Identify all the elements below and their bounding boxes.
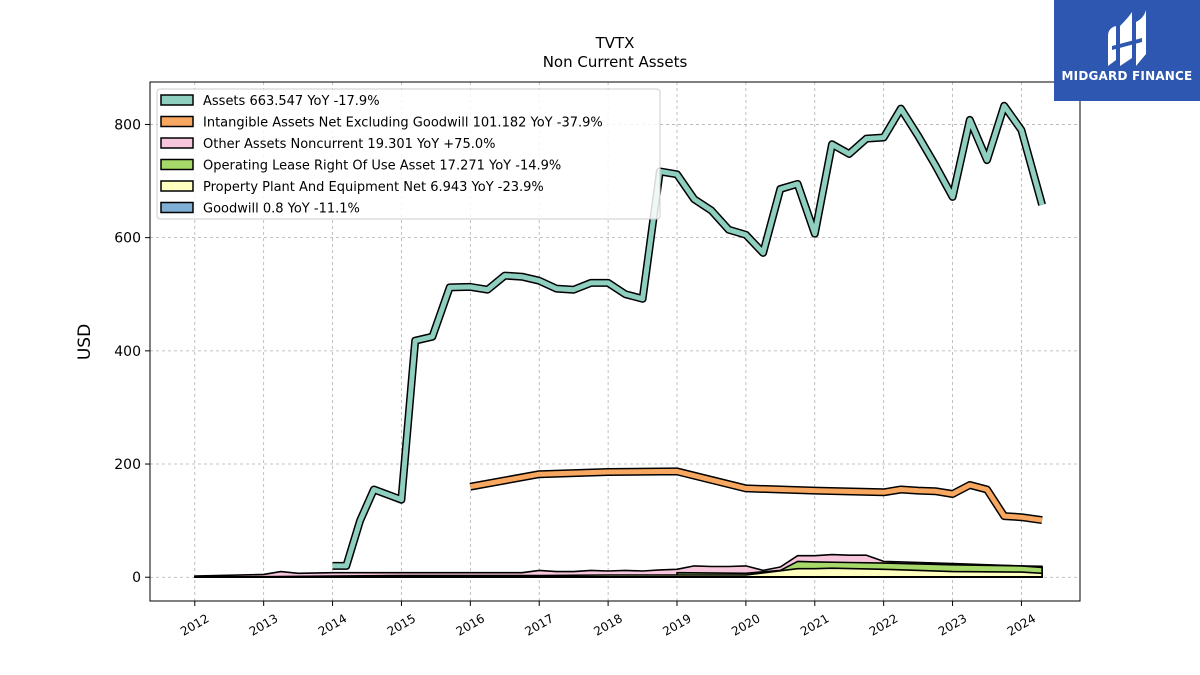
legend-box xyxy=(156,88,661,220)
x-tick-label: 2012 xyxy=(178,611,211,638)
y-axis-label: USD xyxy=(75,324,95,360)
series-assets-line xyxy=(332,103,1045,569)
chart-title: TVTX xyxy=(595,34,635,52)
x-tick-label: 2021 xyxy=(798,611,831,638)
x-tick-label: 2019 xyxy=(660,611,693,638)
legend-swatch xyxy=(160,115,194,128)
x-axis: 2012 2013 2014 2015 2016 2017 2018 2019 2020 2021… xyxy=(178,601,1038,639)
legend-label: Intangible Assets Net Excluding Goodwill… xyxy=(203,116,603,131)
x-tick-label: 2013 xyxy=(247,611,280,638)
legend-swatch xyxy=(160,158,194,171)
legend-swatch xyxy=(160,137,194,149)
brand-name: MIDGARD FINANCE xyxy=(1061,69,1193,83)
series-intangible-assets-net-excluding-goodwill-line xyxy=(469,468,1043,523)
plot-area xyxy=(194,101,1046,578)
x-tick-label: 2024 xyxy=(1005,611,1038,638)
x-tick-label: 2014 xyxy=(316,611,349,638)
brand-logo: MIDGARD FINANCE xyxy=(1054,0,1200,101)
brand-mark-icon xyxy=(1108,10,1146,66)
legend-swatch xyxy=(160,94,194,106)
legend-label: Goodwill 0.8 YoY -11.1% xyxy=(203,202,360,217)
y-axis: 0 200 400 600 800 xyxy=(114,117,150,586)
x-tick-label: 2015 xyxy=(385,611,418,638)
series-property-plant-and-equipment-net-area xyxy=(194,567,1043,578)
y-tick-label: 0 xyxy=(132,570,141,586)
legend-label: Operating Lease Right Of Use Asset 17.27… xyxy=(203,159,561,174)
y-tick-label: 400 xyxy=(114,344,141,360)
legend: Assets 663.547 YoY -17.9% Intangible Asse… xyxy=(156,88,661,220)
x-tick-label: 2016 xyxy=(454,611,487,638)
legend-label: Assets 663.547 YoY -17.9% xyxy=(203,94,380,109)
legend-swatch xyxy=(160,201,194,214)
plot-frame xyxy=(149,81,1081,602)
series-intangible-assets-net-excluding-goodwill-outline xyxy=(469,467,1043,525)
y-tick-label: 600 xyxy=(114,231,141,247)
x-tick-label: 2022 xyxy=(867,611,900,638)
x-tick-label: 2023 xyxy=(936,611,969,638)
legend-swatch xyxy=(160,180,194,192)
x-tick-label: 2017 xyxy=(522,611,555,638)
chart-subtitle: Non Current Assets xyxy=(543,53,688,71)
x-tick-label: 2020 xyxy=(729,611,762,638)
y-tick-label: 800 xyxy=(114,117,141,133)
legend-label: Property Plant And Equipment Net 6.943 Y… xyxy=(203,180,544,195)
legend-label: Other Assets Noncurrent 19.301 YoY +75.0… xyxy=(203,137,495,152)
grid xyxy=(150,82,1080,601)
y-tick-label: 200 xyxy=(114,457,141,473)
x-tick-label: 2018 xyxy=(591,611,624,638)
